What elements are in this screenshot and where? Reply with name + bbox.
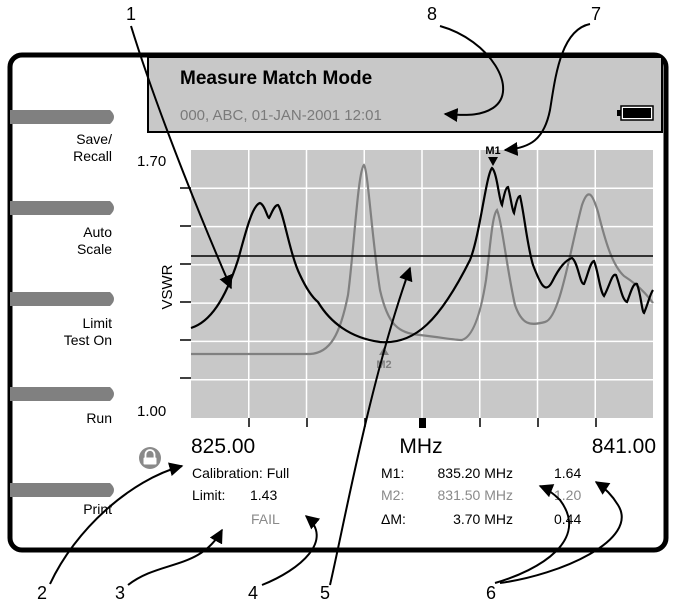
marker-readout-freq: 831.50 MHz (438, 487, 513, 503)
softkey-label: Run (86, 410, 112, 426)
header-bar (147, 56, 663, 133)
softkey-print[interactable]: Print (10, 483, 114, 517)
header-subtitle: 000, ABC, 01-JAN-2001 12:01 (180, 107, 382, 124)
softkey-tab (10, 387, 114, 401)
y-axis-ticks (180, 187, 191, 379)
marker-m1: M1 (485, 145, 501, 166)
callout-3-leader (127, 528, 223, 586)
trace-dark (190, 166, 654, 344)
softkey-label: Print (83, 501, 112, 517)
marker-readout-name: M1: (381, 465, 404, 481)
test-result: FAIL (251, 511, 280, 527)
callout-number: 5 (320, 583, 330, 603)
softkey-tab (10, 201, 114, 215)
softkey-label: Save/ (76, 131, 112, 147)
softkey-label: Recall (73, 148, 112, 164)
calibration-status: Calibration: Full (192, 465, 289, 481)
softkey-save-recall[interactable]: Save/ Recall (10, 110, 114, 164)
marker-readout-name: ΔM: (381, 511, 406, 527)
softkey-run[interactable]: Run (10, 387, 114, 426)
callout-6a-leader (494, 484, 571, 584)
x-end-label: 841.00 (592, 435, 656, 458)
callout-number: 8 (427, 4, 437, 24)
x-start-label: 825.00 (191, 435, 255, 458)
x-unit-label: MHz (399, 435, 442, 458)
softkey-auto-scale[interactable]: Auto Scale (10, 201, 114, 257)
limit-label: Limit: (192, 487, 225, 503)
marker-readout-value: 1.64 (554, 465, 581, 481)
callout-number: 7 (591, 4, 601, 24)
callout-number: 1 (126, 4, 136, 24)
callout-8-leader (439, 25, 505, 122)
softkey-tab (10, 110, 114, 124)
callout-number: 2 (37, 583, 47, 603)
callout-number: 4 (248, 583, 258, 603)
marker-m1-arrow-icon (488, 157, 498, 166)
marker-readout-value: 1.20 (554, 487, 581, 503)
y-bottom-label: 1.00 (137, 403, 166, 420)
y-axis-label: VSWR (159, 264, 176, 309)
callout-5-leader (329, 266, 413, 586)
callout-2-leader (49, 462, 184, 585)
softkey-tab (10, 483, 114, 497)
marker-readout-freq: 835.20 MHz (438, 465, 513, 481)
battery-icon (617, 105, 654, 121)
y-top-label: 1.70 (137, 153, 166, 170)
callout-number: 3 (115, 583, 125, 603)
softkey-label: Limit (82, 315, 112, 331)
lock-icon (139, 447, 161, 469)
center-frequency-marker (419, 418, 426, 428)
softkey-tab (10, 292, 114, 306)
callout-4-leader (261, 515, 321, 586)
softkey-limit-test[interactable]: Limit Test On (10, 292, 114, 348)
marker-readout-name: M2: (381, 487, 404, 503)
marker-readout-freq: 3.70 MHz (453, 511, 513, 527)
marker-m1-label: M1 (485, 145, 500, 157)
softkey-label: Scale (77, 241, 112, 257)
trace-gray (191, 163, 654, 356)
callout-6b-leader (499, 481, 623, 584)
callout-7-leader (503, 23, 591, 156)
callout-number: 6 (486, 583, 496, 603)
callout-1-leader (130, 25, 233, 290)
limit-value: 1.43 (250, 487, 277, 503)
softkey-label: Test On (64, 332, 112, 348)
page-title: Measure Match Mode (180, 68, 372, 89)
marker-readout-value: 0.44 (554, 511, 581, 527)
softkey-label: Auto (83, 224, 112, 240)
